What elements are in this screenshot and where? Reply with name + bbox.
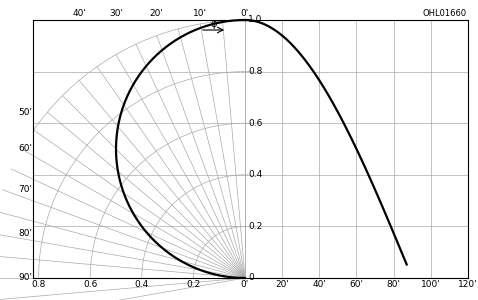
Text: 0.4: 0.4 — [135, 280, 149, 289]
Text: 60': 60' — [349, 280, 363, 289]
Text: 30': 30' — [109, 9, 123, 18]
Text: 70': 70' — [18, 185, 32, 194]
Text: 60': 60' — [18, 145, 32, 154]
Text: 90': 90' — [18, 274, 32, 283]
Text: 0.4: 0.4 — [248, 170, 262, 179]
Text: OHL01660: OHL01660 — [423, 9, 467, 18]
Text: 0.8: 0.8 — [248, 67, 262, 76]
Text: 0.2: 0.2 — [186, 280, 201, 289]
Text: 50': 50' — [18, 108, 32, 117]
Text: φ: φ — [210, 19, 217, 29]
Text: 0.6: 0.6 — [248, 119, 262, 128]
Text: 40': 40' — [313, 280, 326, 289]
Text: 10': 10' — [193, 9, 207, 18]
Text: 0': 0' — [241, 280, 249, 289]
Text: 0.8: 0.8 — [32, 280, 46, 289]
Text: 1.0: 1.0 — [248, 16, 262, 25]
Text: 20': 20' — [150, 9, 163, 18]
Text: 0.6: 0.6 — [83, 280, 98, 289]
Text: 0: 0 — [248, 274, 254, 283]
Text: 120': 120' — [458, 280, 478, 289]
Text: 20': 20' — [275, 280, 289, 289]
Text: 0': 0' — [241, 9, 249, 18]
Text: 100': 100' — [421, 280, 441, 289]
Text: 80': 80' — [387, 280, 401, 289]
Text: 40': 40' — [72, 9, 86, 18]
Text: 0.2: 0.2 — [248, 222, 262, 231]
Text: 80': 80' — [18, 229, 32, 238]
